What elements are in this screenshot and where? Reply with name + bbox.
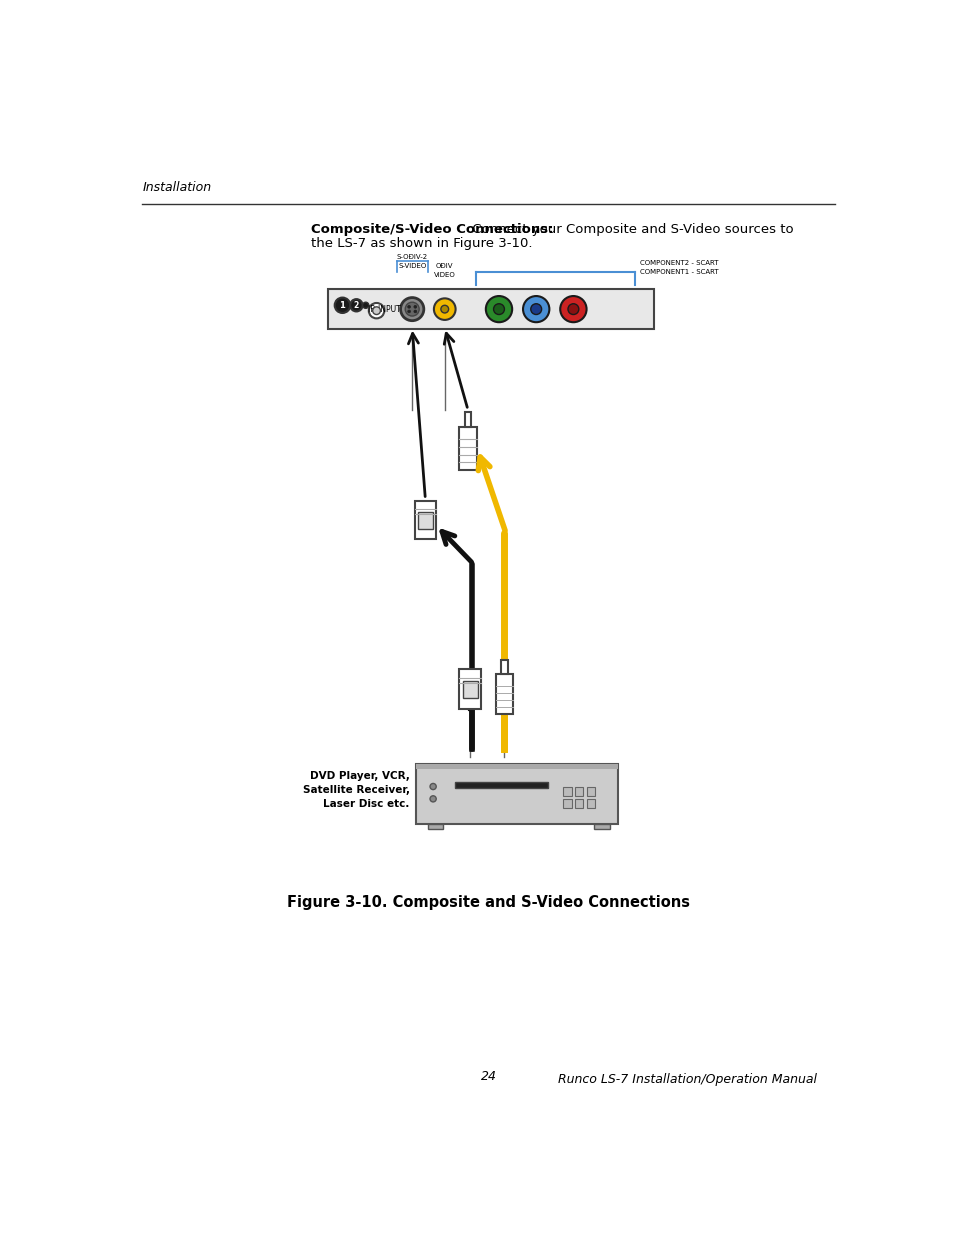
Bar — [416, 764, 617, 824]
Bar — [575, 787, 583, 795]
Text: IR INPUT: IR INPUT — [368, 305, 400, 314]
Text: 2: 2 — [354, 301, 358, 310]
Circle shape — [369, 303, 384, 319]
Circle shape — [430, 795, 436, 802]
Bar — [458, 427, 476, 471]
Bar — [500, 661, 507, 674]
Circle shape — [407, 310, 410, 312]
Text: Composite/S-Video Connections:: Composite/S-Video Connections: — [311, 222, 554, 236]
Circle shape — [522, 296, 549, 322]
Circle shape — [362, 303, 369, 309]
Circle shape — [407, 305, 410, 309]
Circle shape — [414, 305, 416, 309]
Text: DVD Player, VCR,
Satellite Receiver,
Laser Disc etc.: DVD Player, VCR, Satellite Receiver, Las… — [302, 771, 410, 809]
Circle shape — [485, 296, 512, 322]
Bar — [562, 799, 571, 808]
Bar — [562, 787, 571, 795]
Circle shape — [400, 298, 423, 321]
Bar — [415, 501, 436, 540]
Text: Figure 3-10. Composite and S-Video Connections: Figure 3-10. Composite and S-Video Conne… — [287, 895, 690, 910]
Circle shape — [440, 305, 448, 312]
Bar — [416, 764, 617, 769]
Text: S-OÐIV-2: S-OÐIV-2 — [396, 254, 427, 259]
Bar — [417, 511, 433, 529]
Circle shape — [350, 299, 362, 311]
Circle shape — [493, 304, 504, 315]
Text: 24: 24 — [480, 1070, 497, 1083]
Circle shape — [530, 304, 541, 315]
Text: S-VIDEO: S-VIDEO — [397, 263, 426, 269]
Bar — [462, 680, 477, 698]
Bar — [464, 411, 471, 427]
Circle shape — [559, 296, 586, 322]
Text: Installation: Installation — [142, 180, 212, 194]
Circle shape — [414, 310, 416, 312]
Circle shape — [567, 304, 578, 315]
Circle shape — [434, 299, 456, 320]
Bar — [496, 674, 513, 714]
Text: 1: 1 — [339, 301, 345, 310]
Bar — [586, 799, 595, 808]
Text: COMPONENT1 - SCART: COMPONENT1 - SCART — [639, 269, 718, 275]
Circle shape — [335, 298, 350, 312]
Text: COMPONENT2 - SCART: COMPONENT2 - SCART — [639, 261, 718, 266]
Bar — [575, 799, 583, 808]
Text: Runco LS-7 Installation/Operation Manual: Runco LS-7 Installation/Operation Manual — [558, 1073, 816, 1087]
Circle shape — [430, 783, 436, 789]
Text: Connect your Composite and S-Video sources to: Connect your Composite and S-Video sourc… — [468, 222, 793, 236]
Bar — [459, 668, 480, 709]
Circle shape — [373, 306, 380, 315]
Text: VIDEO: VIDEO — [434, 273, 456, 278]
Circle shape — [405, 303, 418, 316]
Bar — [594, 824, 609, 829]
Bar — [328, 289, 654, 330]
Text: the LS-7 as shown in Figure 3-10.: the LS-7 as shown in Figure 3-10. — [311, 237, 533, 249]
Bar — [455, 782, 547, 788]
Bar — [586, 787, 595, 795]
Text: OÐIV: OÐIV — [436, 263, 453, 269]
Bar — [427, 824, 443, 829]
